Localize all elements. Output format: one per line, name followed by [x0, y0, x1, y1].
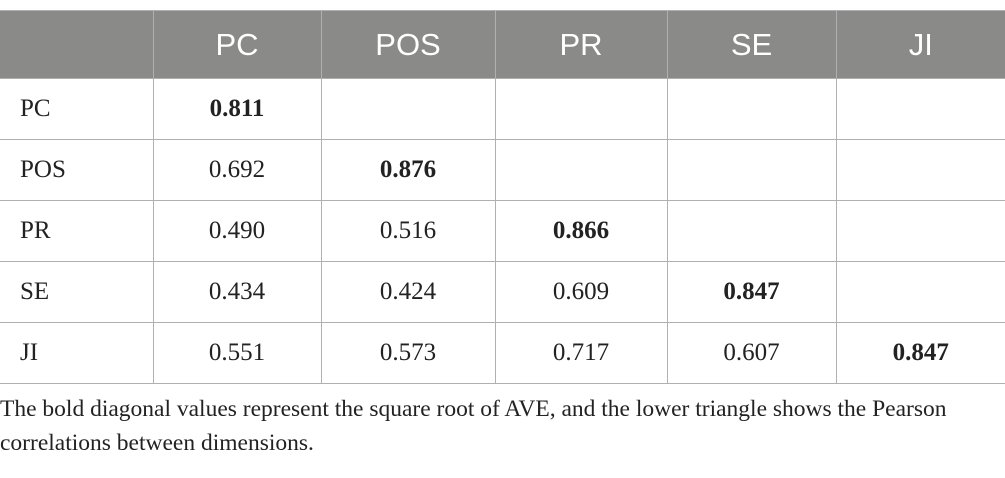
table-row: POS 0.692 0.876 [0, 139, 1005, 201]
row-label: JI [0, 322, 154, 384]
row-label: PR [0, 200, 154, 262]
row-label: POS [0, 139, 154, 201]
row-label: SE [0, 261, 154, 323]
table-row: SE 0.434 0.424 0.609 0.847 [0, 261, 1005, 323]
empty-cell [666, 78, 837, 140]
correlation-table: PC POS PR SE JI PC 0.811 POS 0.692 0.876 PR 0.490 0… [0, 10, 1005, 384]
empty-cell [666, 139, 837, 201]
value-cell: 0.573 [320, 322, 496, 384]
empty-cell [835, 261, 1005, 323]
empty-cell [835, 78, 1005, 140]
column-header: POS [320, 10, 496, 79]
value-cell: 0.607 [666, 322, 837, 384]
value-cell: 0.692 [152, 139, 322, 201]
empty-cell [320, 78, 496, 140]
column-header: PR [494, 10, 668, 79]
table-body: PC 0.811 POS 0.692 0.876 PR 0.490 0.516 0.866 SE 0… [0, 78, 1005, 384]
column-header: PC [152, 10, 322, 79]
value-cell: 0.490 [152, 200, 322, 262]
empty-cell [494, 78, 668, 140]
header-row: PC POS PR SE JI [0, 10, 1005, 79]
value-cell: 0.847 [835, 322, 1005, 384]
empty-cell [835, 139, 1005, 201]
corner-cell [0, 10, 154, 79]
value-cell: 0.609 [494, 261, 668, 323]
empty-cell [494, 139, 668, 201]
value-cell: 0.866 [494, 200, 668, 262]
value-cell: 0.717 [494, 322, 668, 384]
column-header: SE [666, 10, 837, 79]
value-cell: 0.847 [666, 261, 837, 323]
value-cell: 0.516 [320, 200, 496, 262]
empty-cell [835, 200, 1005, 262]
value-cell: 0.434 [152, 261, 322, 323]
table-row: PC 0.811 [0, 78, 1005, 140]
row-label: PC [0, 78, 154, 140]
empty-cell [666, 200, 837, 262]
value-cell: 0.424 [320, 261, 496, 323]
table-row: JI 0.551 0.573 0.717 0.607 0.847 [0, 322, 1005, 384]
column-header: JI [835, 10, 1005, 79]
footnote: The bold diagonal values represent the s… [0, 396, 947, 456]
table-row: PR 0.490 0.516 0.866 [0, 200, 1005, 262]
value-cell: 0.876 [320, 139, 496, 201]
value-cell: 0.811 [152, 78, 322, 140]
value-cell: 0.551 [152, 322, 322, 384]
